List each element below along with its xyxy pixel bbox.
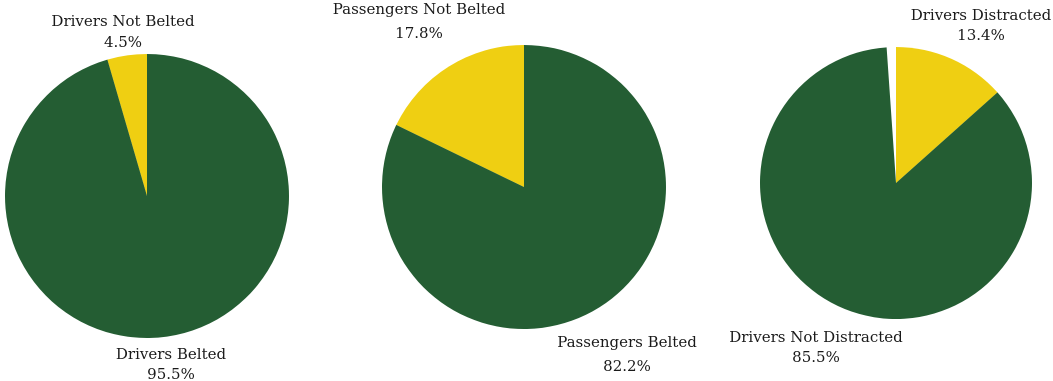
slice-value-drivers-belted: 95.5% — [147, 365, 195, 381]
pie-slices — [5, 54, 290, 338]
pie-chart-drivers-belted: Drivers Not Belted 4.5% Drivers Belted 9… — [5, 12, 290, 381]
slice-label-drivers-not-belted: Drivers Not Belted — [51, 12, 195, 30]
slice-label-passengers-not-belted: Passengers Not Belted — [333, 0, 506, 18]
pie-slice-passengers-not-belted — [396, 45, 524, 187]
pie-chart-passengers-belted: Passengers Not Belted 17.8% Passengers B… — [333, 0, 697, 375]
slice-value-passengers-not-belted: 17.8% — [395, 24, 443, 42]
pie-chart-drivers-distracted: Drivers Distracted 13.4% Drivers Not Dis… — [729, 6, 1051, 366]
slice-value-passengers-belted: 82.2% — [603, 357, 651, 375]
slice-label-drivers-belted: Drivers Belted — [116, 345, 227, 363]
pie-slice-drivers-not-distracted — [760, 47, 1032, 319]
slice-value-drivers-not-belted: 4.5% — [104, 33, 142, 51]
slice-label-drivers-distracted: Drivers Distracted — [911, 6, 1052, 24]
slice-label-drivers-not-distracted: Drivers Not Distracted — [729, 328, 903, 346]
pie-slices — [381, 45, 666, 329]
pie-slice-passengers-belted — [381, 45, 666, 329]
slice-label-passengers-belted: Passengers Belted — [557, 333, 697, 351]
pie-slice-drivers-distracted — [896, 47, 998, 183]
pie-slices — [760, 47, 1032, 319]
slice-value-drivers-distracted: 13.4% — [957, 26, 1005, 44]
pie-slice-drivers-not-belted — [107, 54, 147, 196]
slice-value-drivers-not-distracted: 85.5% — [792, 348, 840, 366]
pie-slice-drivers-belted — [5, 54, 290, 338]
